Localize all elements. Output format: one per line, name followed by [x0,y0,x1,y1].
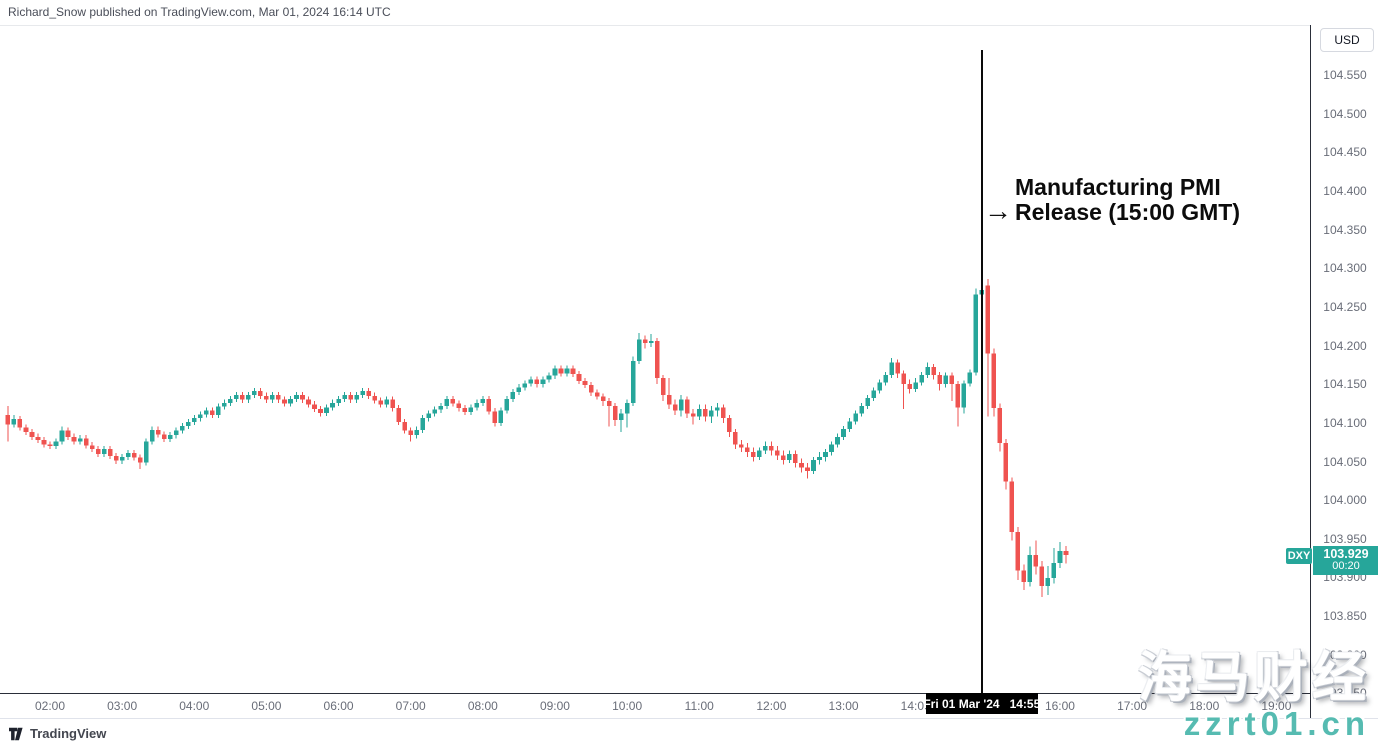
time-tick: 09:00 [539,699,570,713]
usd-button[interactable]: USD [1320,28,1374,52]
footer: TradingView [0,718,1378,748]
bar-countdown: 00:20 [1332,560,1360,572]
time-tick: 08:00 [467,699,498,713]
price-axis: USD 104.550 104.500 104.450 104.400 104.350 1… [1310,25,1378,718]
price-tick: 104.400 [1323,183,1367,198]
time-tick: 12:00 [756,699,787,713]
price-tick: 104.350 [1323,222,1367,237]
last-price-tag: 103.929 00:20 [1313,546,1378,575]
price-tick: 103.750 [1323,686,1367,701]
annotation-line1: Manufacturing PMI [1015,174,1221,200]
price-tick: 104.250 [1323,299,1367,314]
price-tick: 103.800 [1323,647,1367,662]
time-tick: 04:00 [179,699,210,713]
tradingview-brand[interactable]: TradingView [30,726,107,741]
time-tick: 02:00 [34,699,66,713]
price-tick: 104.550 [1323,68,1367,82]
price-tick: 104.200 [1323,338,1367,353]
price-tick: 103.950 [1323,531,1367,546]
price-tick: 104.500 [1323,106,1367,121]
time-tick: 14:00 [900,699,931,713]
time-tick: 11:00 [684,699,714,713]
price-tick: 104.150 [1323,377,1367,392]
chart-canvas[interactable]: → Manufacturing PMI Release (15:00 GMT) [0,25,1310,718]
time-tick: 13:00 [828,699,859,713]
time-tick: 18:00 [1189,699,1220,713]
event-time-flag: Fri 01 Mar '24 14:55 [923,693,1040,714]
time-tick: 17:00 [1117,699,1148,713]
last-price-value: 103.929 [1323,547,1369,561]
time-tick: 06:00 [323,699,354,713]
price-tick: 104.000 [1323,493,1367,508]
time-tick: 19:00 [1261,699,1292,713]
annotation-line2: Release (15:00 GMT) [1015,199,1240,225]
time-tick: 10:00 [612,699,643,713]
time-tick: 07:00 [395,699,426,713]
price-tick: 104.300 [1323,261,1367,276]
event-line [981,50,983,718]
time-tick: 05:00 [251,699,282,713]
tradingview-logo-icon [8,727,24,741]
price-tick: 104.050 [1323,454,1367,469]
candlestick-plot [5,279,1069,597]
price-tick: 103.850 [1323,609,1367,624]
time-tick: 03:00 [107,699,138,713]
time-axis: 02:00 03:00 04:00 05:00 06:00 07:00 08:00 09:00… [0,693,1310,719]
time-tick: 16:00 [1044,699,1075,713]
annotation-text: Manufacturing PMI Release (15:00 GMT) [1015,175,1240,225]
header-attribution: Richard_Snow published on TradingView.co… [8,5,391,19]
header: Richard_Snow published on TradingView.co… [0,0,1378,26]
price-tick: 104.450 [1323,145,1367,160]
symbol-tag: DXY [1286,548,1312,564]
price-tick: 104.100 [1323,415,1367,430]
annotation-arrow-icon: → [984,195,1012,226]
